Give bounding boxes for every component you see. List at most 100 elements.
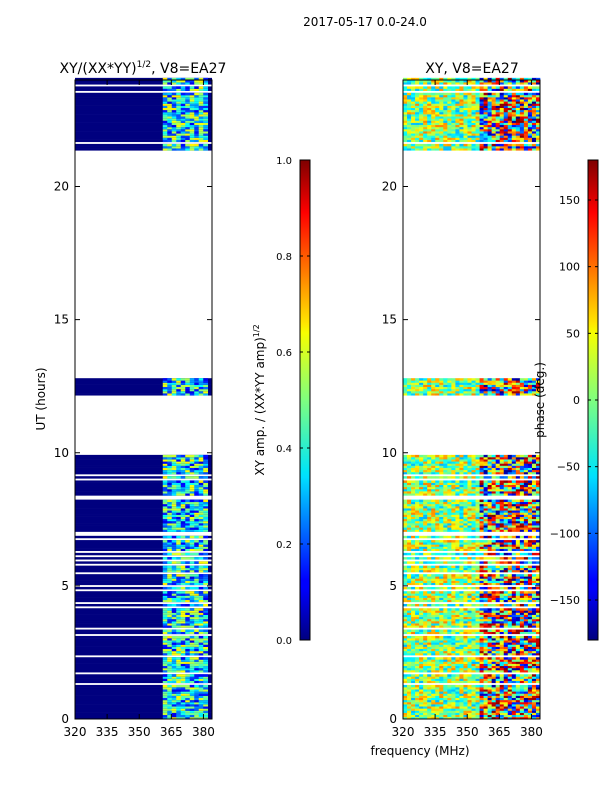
phase-cell [435,476,440,479]
phase-cell [455,712,460,716]
phase-cell [459,701,464,705]
amp-cell [198,640,204,643]
amp-cell [171,680,177,684]
phase-cell [427,469,432,473]
phase-cell [455,699,460,703]
phase-cell [511,467,517,471]
phase-cell [463,565,468,569]
phase-cell [463,582,468,586]
phase-cell [471,648,476,652]
phase-cell [459,665,464,669]
phase-cell [471,508,476,511]
phase-cell [455,661,460,664]
phase-cell [423,667,428,671]
amp-cell [189,491,195,494]
phase-cell [427,471,432,475]
phase-cell [411,525,416,528]
phase-cell [507,687,513,690]
phase-cell [491,580,496,583]
phase-cell [455,510,460,513]
amp-cell [189,103,195,106]
phase-cell [407,670,412,673]
phase-cell [507,512,513,515]
amp-cell [167,529,173,532]
phase-cell [459,684,464,688]
phase-cell [483,657,488,660]
phase-cell [467,467,472,471]
phase-cell [459,488,464,492]
amp-cell [203,97,209,100]
amp-cell [162,80,168,83]
phase-cell [503,714,509,718]
phase-cell [447,635,452,639]
phase-cell [451,667,456,671]
phase-cell [407,484,412,488]
amp-cell [162,94,168,98]
phase-cell [515,469,521,473]
phase-cell [479,599,484,603]
amp-cell [162,461,168,464]
phase-cell [519,569,525,573]
phase-cell [523,486,529,490]
phase-cell [495,621,501,624]
phase-cell [411,595,416,598]
phase-cell [427,535,432,539]
phase-cell [491,491,496,494]
phase-cell [491,674,496,677]
phase-cell [419,691,424,694]
amp-cell [185,569,191,573]
phase-cell [459,523,464,526]
phase-cell [403,663,408,667]
phase-cell [499,471,505,475]
phase-cell [471,525,476,528]
amp-cell [180,623,186,626]
amp-cell [171,77,177,81]
phase-cell [495,544,501,547]
phase-cell [503,706,509,709]
phase-cell [467,687,472,690]
phase-cell [451,642,456,645]
amp-cell [180,663,186,667]
amp-cell [176,467,182,471]
phase-cell [519,506,525,509]
phase-cell [507,561,513,564]
amp-cell [176,80,182,83]
phase-cell [443,518,448,522]
phase-cell [487,684,492,688]
phase-cell [411,499,416,503]
phase-cell [511,716,517,720]
phase-cell [447,540,452,543]
phase-cell [495,510,501,513]
amp-bg-row [75,695,212,698]
phase-cell [451,499,456,503]
phase-cell [439,716,444,720]
phase-cell [503,576,509,579]
phase-cell [491,576,496,579]
amp-cell [180,506,186,509]
phase-cell [423,461,428,464]
amp-cell [203,693,209,696]
phase-cell [523,638,529,641]
phase-cell [511,527,517,530]
amp-cell [203,714,209,718]
amp-cell [203,501,209,505]
phase-cell [439,699,444,703]
phase-cell [483,701,488,705]
amp-cell [189,697,195,701]
phase-cell [519,465,525,468]
phase-cell [443,708,448,711]
phase-cell [475,701,480,705]
phase-cell [427,501,432,505]
phase-cell [531,501,537,505]
phase-cell [451,644,456,647]
phase-cell [403,689,408,692]
phase-cell [531,516,537,520]
phase-cell [507,638,513,641]
amp-cell [176,499,182,503]
phase-cell [487,529,492,532]
amp-bg-row [75,527,212,530]
amp-cell [198,137,204,140]
phase-cell [523,501,529,505]
phase-cell [475,501,480,505]
amp-cell [189,574,195,577]
